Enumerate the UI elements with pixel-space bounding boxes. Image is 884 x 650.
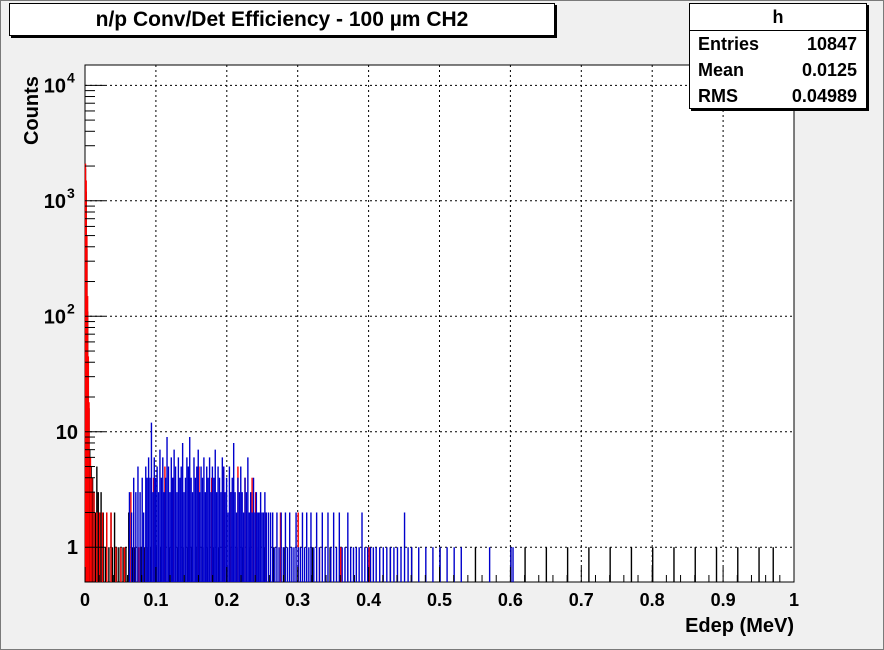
x-tick-label: 0.1 <box>143 590 168 610</box>
stats-box: h Entries 10847 Mean 0.0125 RMS 0.04989 <box>689 3 867 109</box>
chart-title: n/p Conv/Det Efficiency - 100 µm CH2 <box>9 3 555 36</box>
y-tick-label: 10 <box>56 422 78 444</box>
stats-row-mean: Mean 0.0125 <box>690 57 866 83</box>
stats-entries-value: 10847 <box>806 34 857 54</box>
stats-mean-label: Mean <box>698 60 745 80</box>
y-tick-label: 1 <box>67 537 78 559</box>
x-tick-label: 0.5 <box>427 590 452 610</box>
stats-entries-label: Entries <box>698 34 760 54</box>
x-tick-label: 0 <box>80 590 90 610</box>
stats-histogram-name: h <box>690 4 866 31</box>
x-tick-label: 0.3 <box>285 590 310 610</box>
stats-mean-value: 0.0125 <box>801 60 857 80</box>
bars-layer <box>84 163 774 582</box>
x-axis-label: Edep (MeV) <box>685 615 794 637</box>
y-tick-exponent: 4 <box>67 69 75 85</box>
stats-row-rms: RMS 0.04989 <box>690 83 866 109</box>
chart-title-text: n/p Conv/Det Efficiency - 100 µm CH2 <box>95 7 469 31</box>
y-axis-label: Counts <box>21 76 43 145</box>
y-tick-exponent: 3 <box>67 185 75 201</box>
x-tick-label: 0.9 <box>711 590 736 610</box>
x-tick-label: 1 <box>789 590 799 610</box>
x-tick-label: 0.7 <box>569 590 594 610</box>
x-tick-label: 0.2 <box>214 590 239 610</box>
y-tick-exponent: 2 <box>67 300 75 316</box>
x-tick-label: 0.8 <box>640 590 665 610</box>
y-tick-label: 10 <box>44 306 66 328</box>
y-tick-label: 10 <box>44 75 66 97</box>
stats-row-entries: Entries 10847 <box>690 31 866 57</box>
stats-rms-value: 0.04989 <box>791 86 857 106</box>
stats-rms-label: RMS <box>698 86 738 106</box>
x-tick-label: 0.6 <box>498 590 523 610</box>
x-tick-label: 0.4 <box>356 590 381 610</box>
grid-layer <box>85 65 794 582</box>
y-tick-label: 10 <box>44 191 66 213</box>
